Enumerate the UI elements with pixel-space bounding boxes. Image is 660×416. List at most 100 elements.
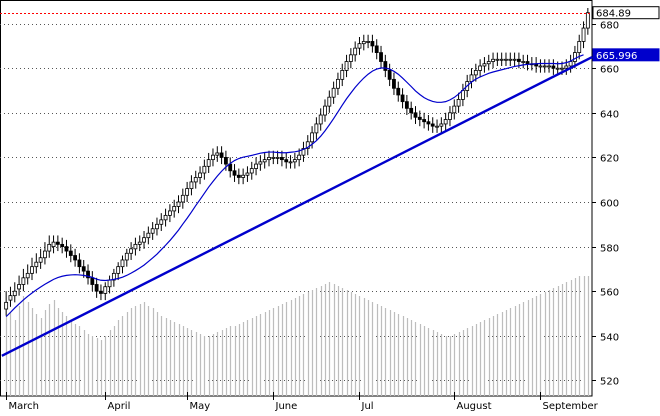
candle-body bbox=[176, 201, 181, 207]
x-tick-label: March bbox=[9, 401, 39, 412]
candle-body bbox=[232, 170, 237, 176]
y-tick-label: 620 bbox=[600, 154, 619, 165]
candle-body bbox=[392, 78, 396, 89]
candle-body bbox=[409, 107, 414, 114]
candle-body bbox=[38, 257, 43, 263]
candle-body bbox=[292, 159, 297, 163]
candle-body bbox=[103, 286, 108, 294]
candle-body bbox=[198, 172, 202, 178]
candle-body bbox=[228, 163, 233, 172]
candle-body bbox=[150, 228, 155, 234]
price-tag-label: 665.996 bbox=[596, 51, 637, 62]
candle-body bbox=[353, 47, 358, 56]
x-tick-label: August bbox=[457, 401, 492, 412]
candle-body bbox=[202, 165, 207, 174]
candle-body bbox=[413, 112, 418, 118]
candle-body bbox=[47, 243, 52, 252]
candle-body bbox=[60, 243, 65, 247]
candle-body bbox=[560, 67, 564, 70]
x-tick-label: May bbox=[190, 401, 211, 412]
x-tick-label: Jul bbox=[361, 401, 374, 412]
candle-body bbox=[245, 172, 250, 176]
candle-body bbox=[55, 241, 60, 245]
candle-body bbox=[271, 157, 276, 159]
candle-body bbox=[258, 161, 263, 165]
candle-body bbox=[314, 123, 319, 134]
candle-body bbox=[142, 237, 146, 243]
candle-body bbox=[284, 159, 289, 163]
candle-body bbox=[426, 121, 431, 125]
candle-body bbox=[120, 259, 125, 268]
candle-body bbox=[280, 157, 284, 161]
candle-body bbox=[344, 61, 349, 71]
candle-body bbox=[452, 105, 457, 114]
y-tick-label: 660 bbox=[600, 65, 619, 76]
candle-body bbox=[478, 65, 483, 71]
y-tick-label: 680 bbox=[600, 21, 619, 32]
candle-body bbox=[495, 58, 500, 61]
candle-body bbox=[107, 279, 112, 288]
candle-body bbox=[30, 266, 34, 274]
candle-body bbox=[73, 255, 78, 261]
overlay-lines bbox=[0, 13, 593, 357]
candle-body bbox=[331, 87, 336, 98]
candle-body bbox=[525, 61, 530, 65]
candle-body bbox=[206, 159, 211, 167]
candle-body bbox=[129, 248, 134, 254]
candle-body bbox=[99, 290, 103, 294]
candle-body bbox=[17, 284, 21, 290]
candle-body bbox=[435, 125, 439, 128]
candle-body bbox=[387, 70, 392, 80]
candle-body bbox=[262, 159, 267, 163]
candle-body bbox=[90, 277, 95, 285]
candle-body bbox=[81, 266, 86, 272]
candle-body bbox=[137, 241, 142, 245]
candle-body bbox=[504, 58, 508, 61]
candle-body bbox=[301, 148, 306, 156]
candle-body bbox=[180, 194, 185, 203]
candle-body bbox=[64, 246, 69, 252]
candle-body bbox=[133, 243, 138, 250]
candle-body bbox=[163, 214, 168, 221]
candle-body bbox=[146, 232, 151, 239]
candle-body bbox=[404, 101, 409, 109]
candle-body bbox=[542, 65, 547, 68]
candle-body bbox=[211, 154, 215, 161]
candle-body bbox=[486, 61, 491, 65]
candle-body bbox=[564, 65, 569, 69]
candle-body bbox=[167, 210, 172, 216]
candle-body bbox=[491, 58, 495, 62]
candle-body bbox=[189, 181, 194, 190]
candle-body bbox=[499, 58, 504, 61]
candle-body bbox=[551, 65, 556, 69]
candle-body bbox=[573, 52, 577, 62]
candle-body bbox=[521, 61, 526, 63]
y-tick-label: 640 bbox=[600, 110, 619, 121]
candle-body bbox=[448, 112, 452, 120]
candle-body bbox=[538, 65, 543, 68]
candle-body bbox=[422, 119, 427, 123]
candle-body bbox=[370, 41, 375, 47]
candle-body bbox=[241, 174, 246, 178]
candle-body bbox=[275, 157, 280, 159]
candle-body bbox=[25, 272, 30, 279]
candle-body bbox=[297, 154, 302, 161]
candle-body bbox=[555, 67, 560, 70]
candle-body bbox=[4, 301, 9, 310]
candle-body bbox=[374, 45, 379, 53]
candle-body bbox=[512, 58, 517, 61]
candle-body bbox=[336, 78, 340, 89]
y-tick-label: 520 bbox=[600, 377, 619, 388]
candle-body bbox=[348, 54, 353, 62]
moving-average-line bbox=[5, 54, 584, 318]
candle-body bbox=[361, 41, 366, 45]
candle-body bbox=[577, 41, 582, 53]
price-tag-box bbox=[592, 48, 660, 62]
candle-body bbox=[193, 177, 198, 183]
candle-body bbox=[439, 123, 444, 127]
candle-body bbox=[12, 290, 17, 297]
candle-body bbox=[482, 63, 487, 67]
candle-body bbox=[310, 132, 314, 143]
